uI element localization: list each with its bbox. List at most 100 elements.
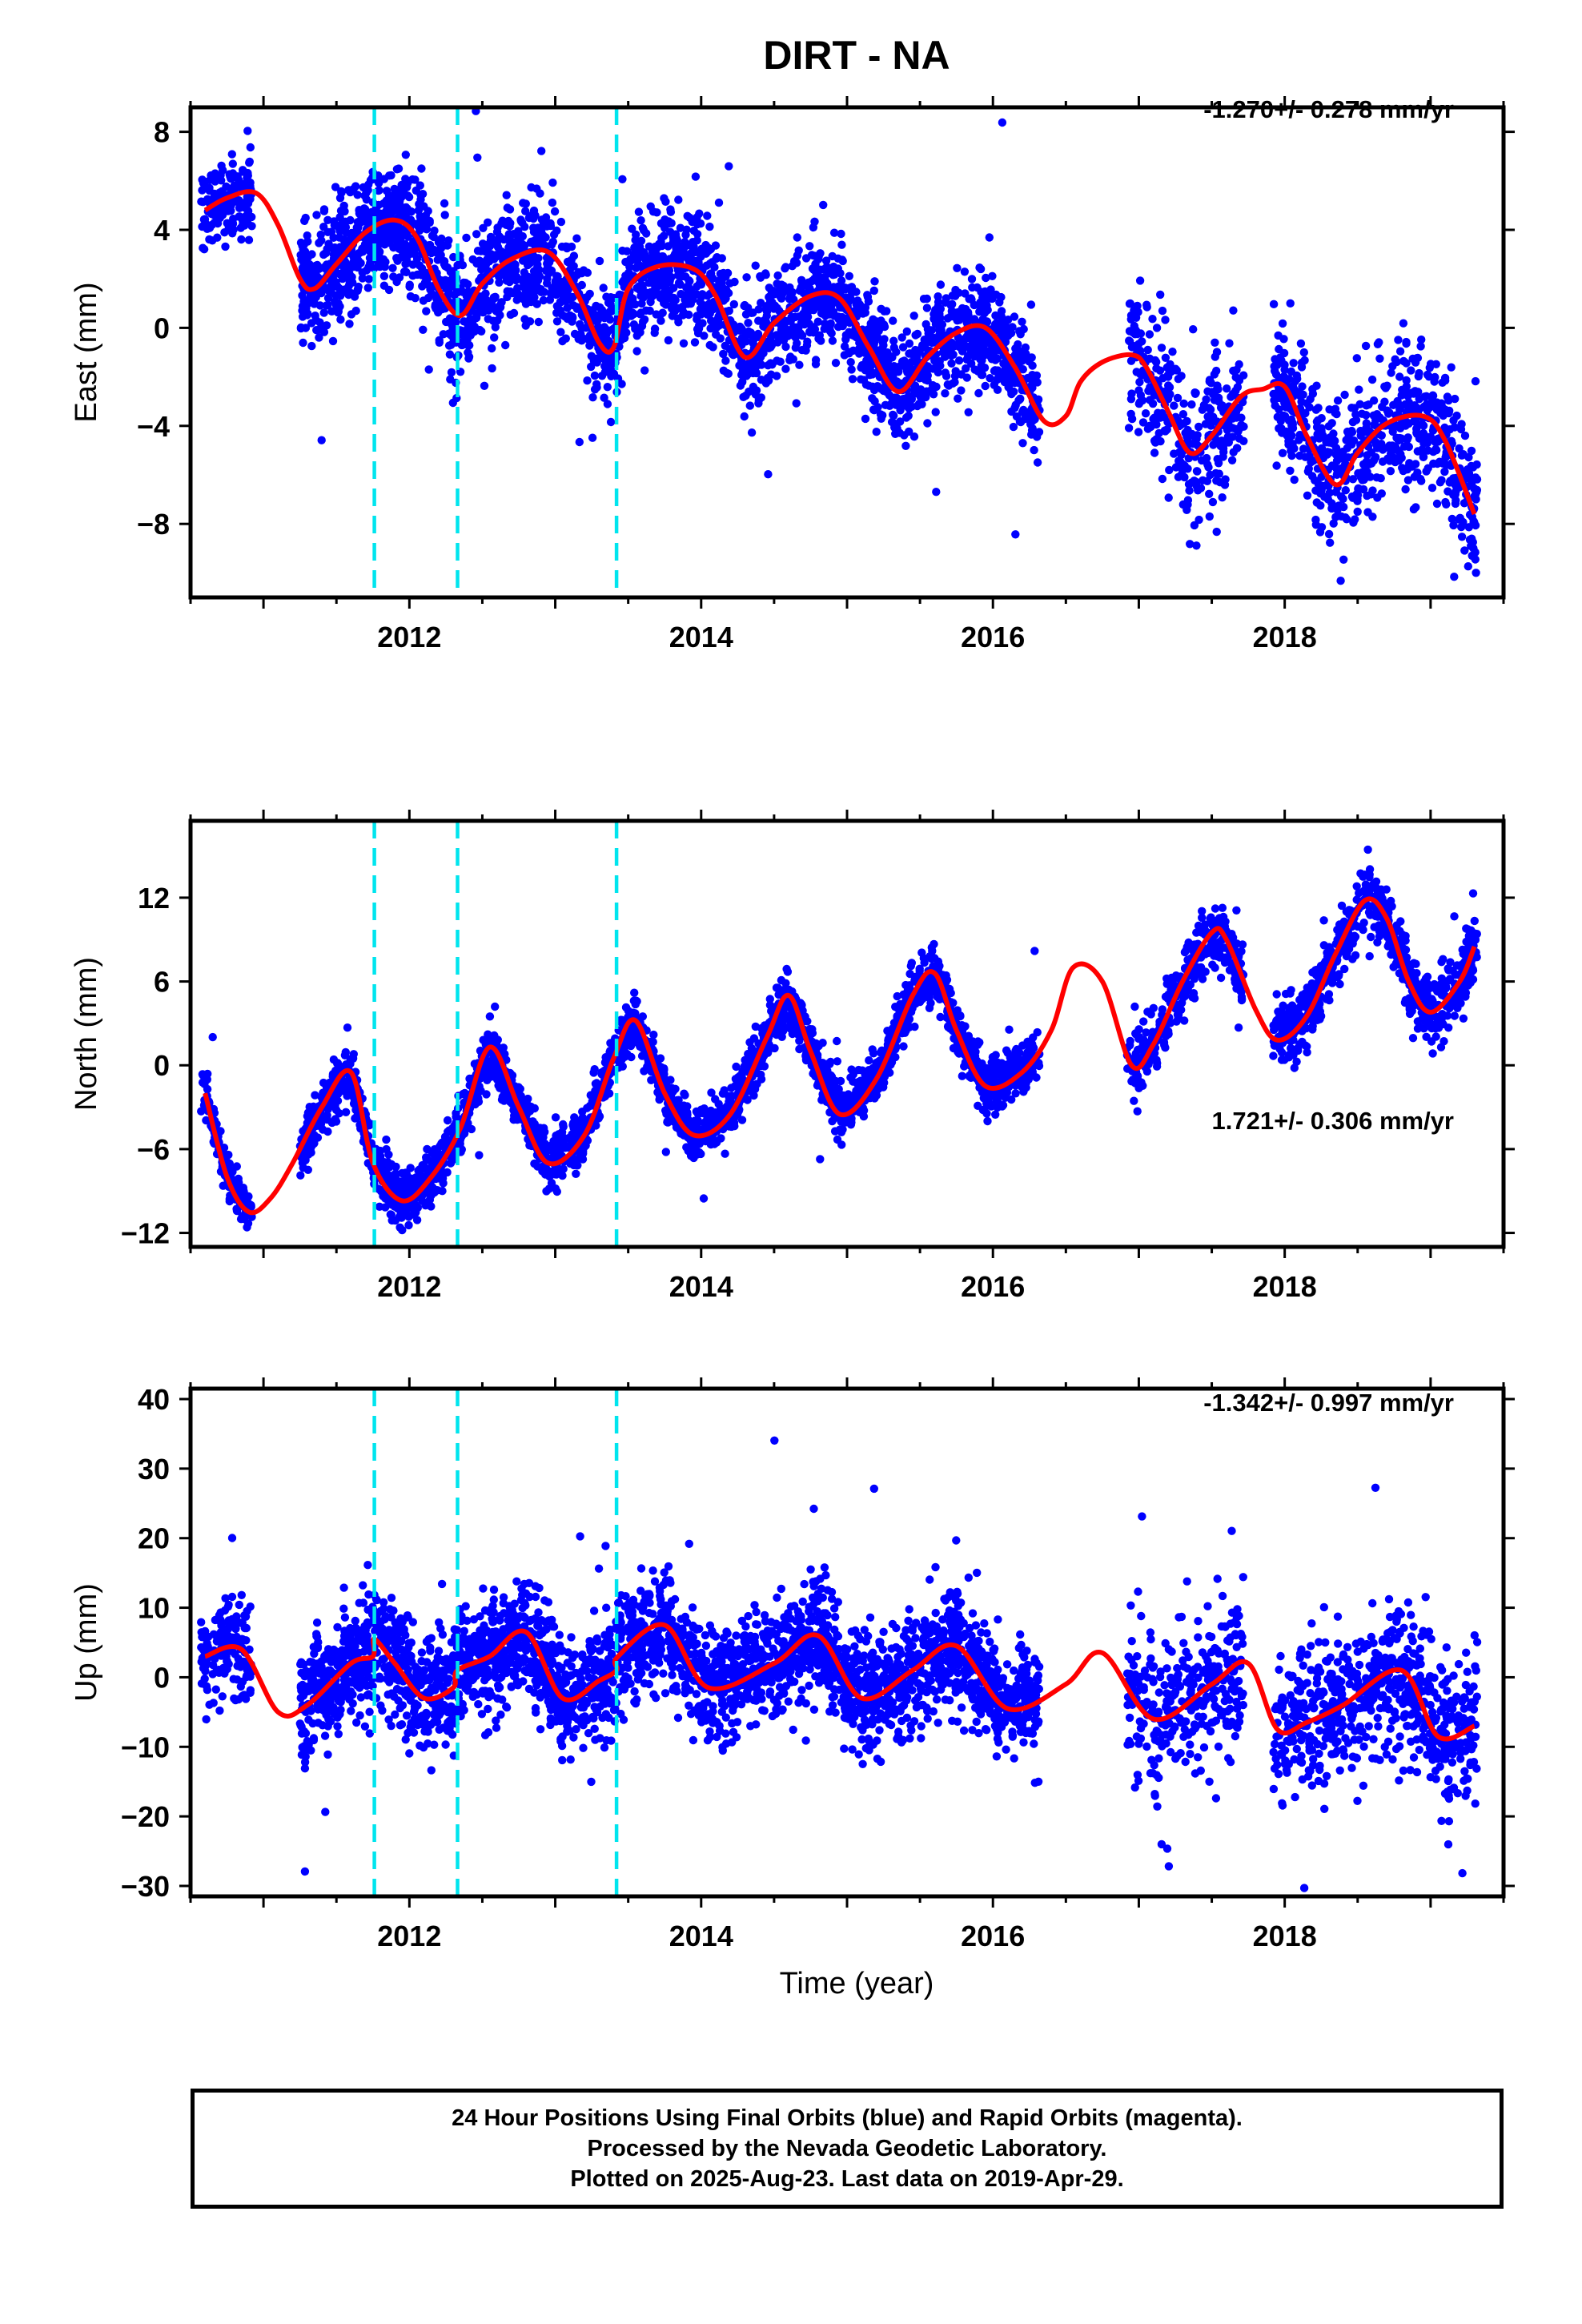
data-point [766,370,776,379]
data-point [738,377,747,387]
data-point [921,388,931,397]
data-point [468,255,477,264]
data-point [1219,479,1229,488]
data-point [861,308,870,317]
data-point [981,381,990,391]
data-point [872,428,881,436]
data-point [1174,375,1183,384]
data-point [761,379,771,388]
data-point [1333,396,1343,405]
data-point [217,176,226,185]
data-point [828,336,837,345]
data-point [1290,475,1299,485]
data-point [1381,384,1391,392]
data-point [814,302,823,312]
data-point [816,336,825,345]
data-point [337,187,346,196]
data-point [1409,505,1419,514]
data-point [347,310,356,319]
data-point [346,215,355,225]
data-point [1154,428,1163,438]
data-point [645,306,654,316]
data-point [1138,418,1148,427]
data-point [1343,427,1352,436]
data-point [416,191,425,199]
data-point [957,386,966,395]
data-point [491,323,500,332]
data-point [227,150,236,159]
data-point [1471,376,1480,386]
data-point [640,251,649,260]
data-point [982,273,990,283]
data-point [243,1223,251,1232]
data-point [404,1220,413,1230]
data-point [433,248,442,258]
data-point [719,349,728,359]
data-point [1150,356,1160,365]
data-point [211,169,219,178]
data-point [525,278,534,287]
data-point [813,317,822,326]
data-point [447,368,456,377]
data-point [315,239,323,247]
data-point [1363,508,1372,517]
data-point [762,307,772,316]
data-point [228,159,237,168]
data-point [1339,494,1347,504]
data-point [999,327,1009,336]
data-point [322,260,331,269]
data-point [862,356,871,365]
data-point [502,191,511,199]
data-point [971,343,980,352]
data-point [799,312,809,321]
data-point [490,333,499,342]
data-point [652,310,661,319]
data-point [1286,299,1295,308]
data-point [1471,548,1480,557]
data-point [690,338,700,347]
data-point [243,127,252,135]
data-point [694,258,703,267]
data-point [958,306,966,316]
data-point [464,352,474,361]
data-point [422,307,431,316]
data-point [406,215,416,224]
data-point [1367,375,1377,384]
data-point [345,274,355,283]
data-point [811,360,821,368]
data-point [658,252,668,261]
data-point [319,308,328,317]
data-point [1377,489,1387,498]
data-point [1361,470,1371,479]
data-point [370,264,379,273]
data-point [975,354,985,363]
data-point [636,308,645,317]
data-point [1190,476,1199,485]
data-point [686,300,695,308]
data-point [847,365,856,374]
data-point [880,335,889,344]
data-point [1460,431,1470,440]
data-point [1333,505,1342,514]
data-point [223,219,231,227]
data-point [1207,421,1215,430]
data-point [523,260,532,270]
data-point [338,274,347,283]
data-point [546,289,556,298]
data-point [419,296,428,305]
data-point [1422,392,1431,400]
data-point [520,315,529,324]
data-point [476,247,485,255]
data-point [1437,476,1446,485]
data-point [1332,409,1341,419]
data-point [1212,527,1221,537]
data-point [1466,474,1476,483]
data-point [1141,409,1150,418]
data-point [693,230,702,239]
data-point [245,157,254,167]
data-point [696,304,705,314]
data-point [218,187,227,195]
data-point [486,232,496,242]
data-point [1391,355,1399,364]
